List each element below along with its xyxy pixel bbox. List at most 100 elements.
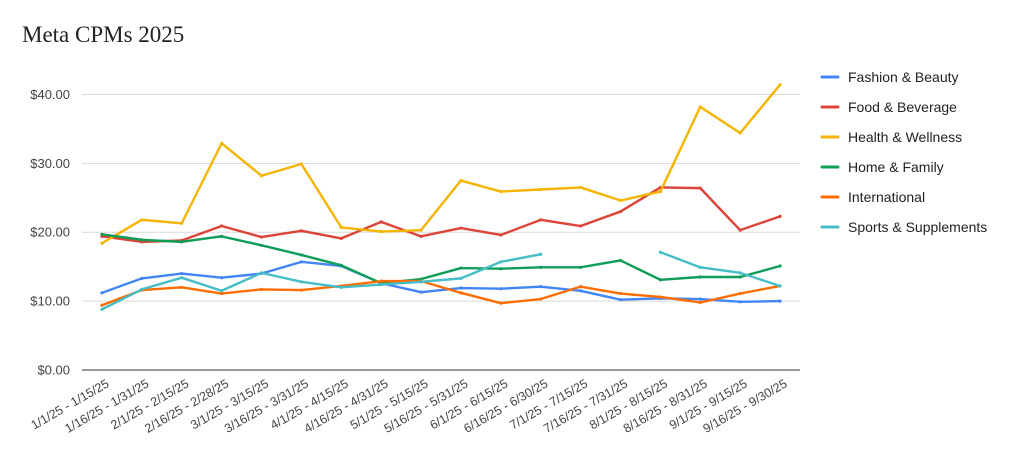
legend-item: Sports & Supplements (820, 219, 987, 235)
data-point (499, 267, 503, 271)
data-point (180, 271, 184, 276)
legend-label: Fashion & Beauty (848, 69, 959, 85)
data-point (618, 258, 623, 263)
y-tick-label: $10.00 (30, 294, 70, 309)
data-point (499, 233, 503, 237)
data-point (419, 228, 423, 232)
data-point (499, 301, 503, 305)
series-0 (100, 260, 782, 304)
legend-item: Home & Family (820, 159, 944, 175)
data-point (299, 162, 303, 166)
data-point (100, 307, 104, 311)
data-point (140, 287, 144, 291)
data-point (339, 236, 343, 241)
data-point (259, 174, 264, 178)
legend-label: Sports & Supplements (848, 219, 987, 235)
data-point (499, 189, 503, 194)
data-point (220, 276, 224, 280)
data-point (738, 300, 742, 304)
data-point (419, 280, 423, 284)
data-point (539, 297, 543, 301)
data-point (259, 287, 264, 291)
data-point (459, 286, 463, 290)
data-point (698, 105, 702, 109)
data-point (539, 265, 543, 269)
data-point (539, 252, 543, 256)
data-point (579, 185, 583, 190)
series-lines (100, 83, 782, 311)
data-point (379, 279, 383, 283)
data-point (379, 229, 383, 234)
data-point (459, 226, 463, 230)
data-point (539, 218, 543, 222)
data-point (180, 276, 184, 280)
series-line (100, 279, 782, 307)
data-point (738, 228, 742, 232)
series-line (100, 251, 782, 311)
legend-item: International (820, 189, 925, 205)
data-point (658, 250, 662, 254)
data-point (539, 285, 543, 289)
data-point (658, 295, 662, 299)
legend-label: Health & Wellness (848, 129, 962, 145)
series-line (100, 260, 782, 303)
data-point (180, 285, 184, 289)
data-point (618, 198, 623, 203)
data-point (738, 275, 742, 279)
data-point (140, 238, 144, 242)
y-tick-label: $40.00 (30, 87, 70, 102)
data-point (299, 288, 303, 292)
data-point (618, 291, 623, 296)
data-point (738, 131, 742, 135)
data-point (299, 229, 303, 233)
data-point (259, 271, 264, 275)
data-point (738, 271, 742, 275)
data-point (658, 189, 662, 194)
data-point (259, 243, 264, 247)
data-point (778, 83, 782, 87)
series-line (100, 83, 782, 245)
data-point (220, 234, 224, 238)
data-point (100, 232, 104, 236)
data-point (299, 280, 303, 284)
data-point (658, 278, 662, 282)
legend-label: Home & Family (848, 159, 944, 175)
legend-label: International (848, 189, 925, 205)
y-tick-label: $20.00 (30, 225, 70, 240)
data-point (180, 221, 184, 225)
data-point (140, 218, 144, 222)
legend-label: Food & Beverage (848, 99, 957, 115)
data-point (778, 264, 782, 268)
series-1 (100, 185, 782, 244)
data-point (698, 300, 702, 305)
series-line (100, 186, 782, 244)
data-point (100, 303, 104, 307)
series-5 (100, 250, 782, 311)
data-point (778, 214, 782, 218)
data-point (339, 225, 343, 229)
data-point (698, 297, 702, 301)
data-point (419, 234, 423, 238)
data-point (220, 141, 224, 145)
data-point (579, 285, 583, 289)
data-point (778, 299, 782, 303)
legend-item: Fashion & Beauty (820, 69, 959, 85)
data-point (100, 291, 104, 295)
data-point (698, 275, 702, 279)
data-point (459, 266, 463, 270)
data-point (140, 276, 144, 280)
data-point (459, 178, 463, 183)
data-point (698, 265, 702, 269)
data-point (738, 291, 742, 296)
data-point (499, 260, 503, 264)
series-4 (100, 279, 782, 307)
data-point (220, 224, 224, 228)
data-point (539, 187, 543, 192)
data-point (100, 241, 104, 245)
data-point (618, 298, 623, 302)
y-tick-label: $30.00 (30, 156, 70, 171)
data-point (419, 290, 423, 294)
legend-item: Food & Beverage (820, 99, 957, 115)
